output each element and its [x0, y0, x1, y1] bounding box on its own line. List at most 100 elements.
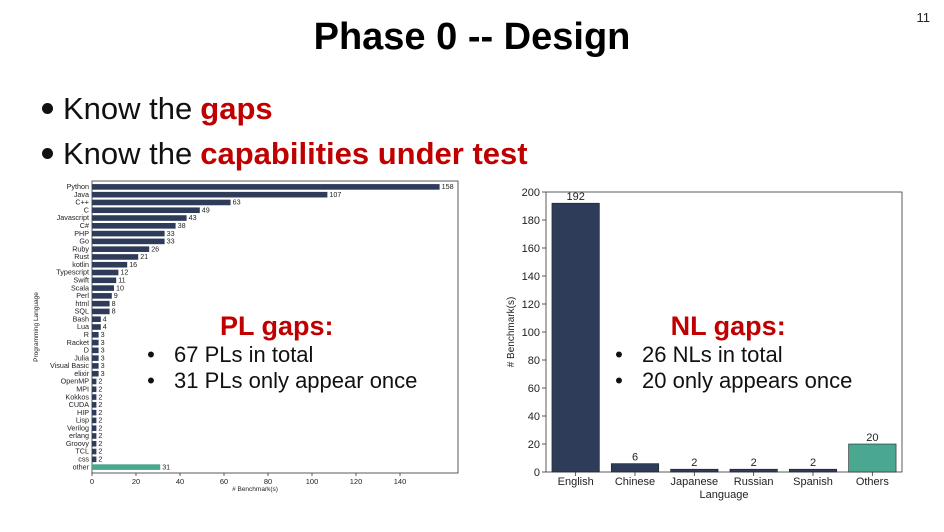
pl-x-tick-label: 20 — [132, 477, 140, 486]
pl-category-label: Verilog — [67, 423, 89, 432]
pl-bar — [92, 300, 110, 307]
pl-category-label: Go — [79, 237, 89, 246]
bullet-highlight: capabilities under test — [200, 135, 528, 171]
pl-category-label: SQL — [75, 307, 89, 316]
pl-value-label: 26 — [151, 244, 159, 253]
pl-bar — [92, 355, 99, 361]
pl-category-label: Kokkos — [65, 392, 89, 401]
bullet-gaps: Know the gaps — [42, 86, 528, 131]
pl-value-label: 3 — [101, 330, 105, 339]
nl-value-label: 192 — [566, 191, 584, 203]
nl-category-label: English — [558, 476, 594, 488]
nl-bar — [788, 468, 838, 473]
pl-category-label: html — [75, 299, 89, 308]
pl-value-label: 2 — [98, 455, 102, 464]
pl-category-label: other — [73, 462, 90, 471]
pl-category-label: elixir — [74, 369, 89, 378]
pl-category-label: Racket — [67, 338, 89, 347]
pl-x-tick-label: 0 — [90, 477, 94, 486]
pl-category-label: C# — [80, 221, 89, 230]
nl-y-tick-label: 20 — [528, 439, 540, 451]
pl-y-axis-label: Programming Language — [33, 292, 40, 362]
pl-category-label: HIP — [77, 408, 89, 417]
pl-value-label: 3 — [101, 361, 105, 370]
bullet-dot-icon — [42, 148, 53, 159]
nl-y-tick-label: 0 — [534, 467, 540, 479]
pl-category-label: Scala — [71, 283, 89, 292]
pl-value-label: 2 — [98, 400, 102, 409]
nl-gaps-heading: NL gaps: — [670, 311, 786, 341]
pl-category-label: kotlin — [72, 260, 89, 269]
pl-category-label: Typescript — [56, 268, 89, 277]
pl-value-label: 49 — [202, 205, 210, 214]
pl-category-label: Java — [74, 190, 89, 199]
pl-value-label: 4 — [103, 322, 107, 331]
pl-bar — [92, 293, 112, 299]
pl-value-label: 2 — [98, 439, 102, 448]
pl-x-axis-label: # Benchmark(s) — [232, 486, 278, 493]
nl-category-label: Others — [856, 476, 890, 488]
nl-y-tick-label: 100 — [522, 327, 540, 339]
pl-value-label: 3 — [101, 346, 105, 355]
pl-value-label: 2 — [98, 423, 102, 432]
nl-gaps-callout: NL gaps: • 26 NLs in total • 20 only app… — [604, 311, 852, 394]
pl-value-label: 2 — [98, 408, 102, 417]
bullet-dot-icon — [42, 103, 53, 114]
pl-bar — [92, 261, 128, 268]
pl-value-label: 31 — [162, 462, 170, 471]
pl-gaps-item-text: 31 PLs only appear once — [174, 368, 418, 393]
bullet-highlight: gaps — [200, 90, 273, 126]
pl-category-label: Lisp — [76, 416, 89, 425]
pl-category-label: Javascript — [57, 213, 89, 222]
pl-value-label: 4 — [103, 314, 107, 323]
pl-category-label: erlang — [69, 431, 89, 440]
bullet-dot-icon: • — [615, 342, 623, 367]
pl-value-label: 8 — [112, 299, 116, 308]
pl-bar — [92, 464, 161, 470]
pl-value-label: 43 — [189, 213, 197, 222]
nl-category-label: Russian — [734, 476, 774, 488]
pl-category-label: MPI — [76, 384, 89, 393]
pl-x-tick-label: 60 — [220, 477, 228, 486]
pl-bar — [92, 417, 97, 424]
pl-bar — [92, 308, 110, 315]
nl-bar — [551, 202, 600, 473]
pl-category-label: OpenMP — [61, 377, 90, 386]
pl-category-label: css — [78, 455, 89, 464]
nl-y-axis-label: # Benchmark(s) — [506, 297, 517, 368]
pl-bar — [92, 246, 150, 252]
pl-bar — [92, 269, 119, 276]
nl-category-label: Chinese — [615, 476, 655, 488]
pl-value-label: 3 — [101, 338, 105, 347]
pl-category-label: Rust — [74, 252, 89, 261]
pl-category-label: PHP — [74, 229, 89, 238]
pl-bar — [92, 433, 97, 439]
bullet-prefix: Know the — [63, 90, 193, 126]
pl-bar — [92, 324, 101, 330]
pl-category-label: Groovy — [66, 439, 90, 448]
pl-category-label: Lua — [77, 322, 89, 331]
nl-x-axis-label: Language — [700, 489, 749, 501]
pl-bar — [92, 425, 97, 431]
pl-gaps-item: • 31 PLs only appear once — [136, 368, 417, 394]
pl-value-label: 21 — [140, 252, 148, 261]
pl-bar — [92, 223, 176, 229]
pl-value-label: 2 — [98, 431, 102, 440]
pl-gaps-item-text: 67 PLs in total — [174, 342, 314, 367]
nl-category-label: Japanese — [670, 476, 718, 488]
pl-value-label: 38 — [178, 221, 186, 230]
pl-gaps-callout: PL gaps: • 67 PLs in total • 31 PLs only… — [136, 311, 417, 394]
pl-bar — [92, 215, 187, 221]
pl-bar — [92, 207, 200, 214]
pl-bar — [92, 254, 139, 260]
pl-value-label: 2 — [98, 416, 102, 425]
nl-value-label: 6 — [632, 452, 638, 464]
nl-value-label: 2 — [810, 457, 816, 469]
nl-value-label: 2 — [691, 457, 697, 469]
pl-value-label: 33 — [167, 237, 175, 246]
pl-category-label: Ruby — [72, 244, 89, 253]
pl-bar — [92, 285, 114, 291]
pl-x-tick-label: 120 — [350, 477, 363, 486]
pl-category-label: D — [84, 346, 89, 355]
pl-value-label: 8 — [112, 307, 116, 316]
